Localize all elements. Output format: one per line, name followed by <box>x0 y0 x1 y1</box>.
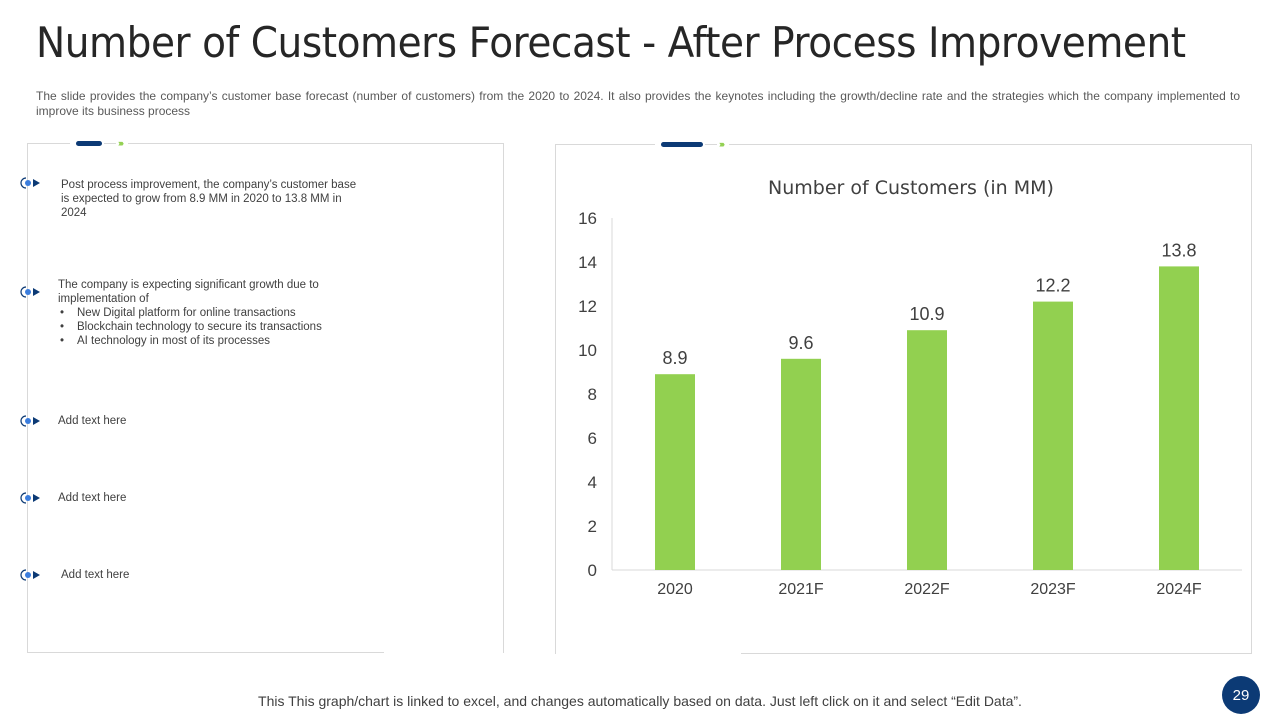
x-tick-label: 2021F <box>778 581 824 598</box>
data-label: 9.6 <box>788 333 813 353</box>
panel-border <box>741 653 1252 654</box>
bar-2021F[interactable] <box>781 358 821 570</box>
bullet-target-arrow-icon <box>20 569 40 581</box>
panel-header-decoration: ›››› <box>655 139 729 149</box>
bar-2022F[interactable] <box>907 330 947 570</box>
keynote-placeholder-text[interactable]: Add text here <box>58 492 127 504</box>
bullet-target-arrow-icon <box>20 415 40 427</box>
y-tick-labels: 0 2 4 6 8 10 12 14 16 <box>578 209 597 580</box>
navy-bar-decoration <box>76 140 102 146</box>
chevrons-icon: ›››› <box>719 139 725 149</box>
keynote-text: Post process improvement, the company’s … <box>61 179 357 219</box>
keynotes-panel <box>27 143 504 653</box>
keynote-sub-item: AI technology in most of its processes <box>58 334 358 348</box>
x-tick-labels: 2020 2021F 2022F 2023F 2024F <box>657 581 1202 598</box>
x-tick-label: 2022F <box>904 581 950 598</box>
data-labels: 8.9 9.6 10.9 12.2 13.8 <box>662 240 1196 368</box>
bars <box>655 266 1199 570</box>
data-label: 12.2 <box>1035 276 1070 296</box>
chevrons-icon: ›››› <box>118 138 124 148</box>
y-tick-label: 14 <box>578 253 597 272</box>
slide-subtitle: The slide provides the company’s custome… <box>36 89 1240 118</box>
bar-2023F[interactable] <box>1033 301 1073 570</box>
y-tick-label: 4 <box>588 473 597 492</box>
keynote-text-with-list: The company is expecting significant gro… <box>58 278 358 348</box>
keynote-text: The company is expecting significant gro… <box>58 279 319 305</box>
keynote-sub-list: New Digital platform for online transact… <box>58 306 358 348</box>
bar-2020[interactable] <box>655 374 695 570</box>
data-label: 10.9 <box>909 304 944 324</box>
x-tick-label: 2024F <box>1156 581 1202 598</box>
data-label: 13.8 <box>1161 240 1196 260</box>
slide-title: Number of Customers Forecast - After Pro… <box>36 18 1186 67</box>
y-tick-label: 2 <box>588 517 597 536</box>
divider <box>705 143 717 145</box>
customers-bar-chart[interactable]: Number of Customers (in MM) 0 2 4 6 8 10 12 14 1… <box>555 144 1252 614</box>
bullet-target-arrow-icon <box>20 492 40 504</box>
panel-header-decoration: ›››› <box>70 138 128 148</box>
bullet-target-arrow-icon <box>20 177 40 189</box>
y-tick-label: 6 <box>588 429 597 448</box>
chart-title: Number of Customers (in MM) <box>768 177 1054 199</box>
x-tick-label: 2020 <box>657 581 693 598</box>
navy-bar-decoration <box>661 141 703 147</box>
y-tick-label: 10 <box>578 341 597 360</box>
bar-2024F[interactable] <box>1159 266 1199 570</box>
y-tick-label: 8 <box>588 385 597 404</box>
y-tick-label: 12 <box>578 297 597 316</box>
y-tick-label: 0 <box>588 561 597 580</box>
data-label: 8.9 <box>662 348 687 368</box>
x-tick-label: 2023F <box>1030 581 1076 598</box>
footer-note: This This graph/chart is linked to excel… <box>258 693 1022 709</box>
keynote-placeholder-text[interactable]: Add text here <box>58 415 127 427</box>
y-tick-label: 16 <box>578 209 597 228</box>
keynote-sub-item: Blockchain technology to secure its tran… <box>58 320 358 334</box>
panel-border <box>27 652 384 653</box>
bullet-target-arrow-icon <box>20 286 40 298</box>
keynote-sub-item: New Digital platform for online transact… <box>58 306 358 320</box>
chart-panel <box>555 144 1252 654</box>
keynote-placeholder-text[interactable]: Add text here <box>61 569 130 581</box>
page-number-badge: 29 <box>1222 676 1260 714</box>
divider <box>104 142 116 144</box>
